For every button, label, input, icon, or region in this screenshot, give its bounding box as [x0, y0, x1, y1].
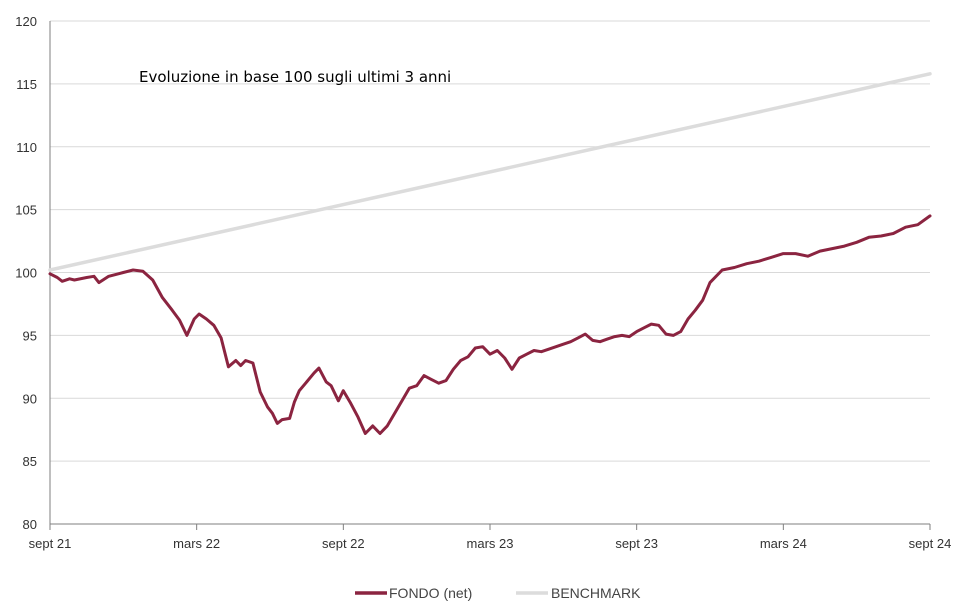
- x-tick-label: sept 21: [29, 536, 72, 551]
- series-lines: [48, 72, 932, 435]
- x-tick-label: mars 22: [173, 536, 220, 551]
- y-tick-label: 110: [16, 140, 37, 155]
- legend: FONDO (net) BENCHMARK: [355, 585, 641, 601]
- y-tick-label: 90: [23, 391, 37, 406]
- y-tick-label: 85: [23, 454, 37, 469]
- series-line-benchmark: [48, 72, 932, 272]
- y-tick-label: 115: [16, 77, 37, 92]
- legend-label-benchmark: BENCHMARK: [551, 585, 641, 601]
- x-tick-label: sept 23: [615, 536, 658, 551]
- y-tick-label: 100: [15, 266, 37, 281]
- y-tick-label: 95: [23, 328, 37, 343]
- series-line-fondo: [48, 214, 932, 435]
- legend-label-fondo: FONDO (net): [389, 585, 472, 601]
- y-tick-label: 105: [15, 203, 37, 218]
- chart-title: Evoluzione in base 100 sugli ultimi 3 an…: [139, 68, 451, 86]
- axes: 80 85 90 95 100 105 110 115 120 sept 21 mars 22 sep…: [15, 14, 951, 551]
- y-tick-label: 80: [23, 517, 37, 532]
- x-tick-label: mars 24: [760, 536, 807, 551]
- grid-lines: [50, 20, 930, 462]
- y-tick-label: 120: [15, 14, 37, 29]
- x-tick-label: mars 23: [467, 536, 514, 551]
- x-tick-label: sept 22: [322, 536, 365, 551]
- x-tick-label: sept 24: [909, 536, 952, 551]
